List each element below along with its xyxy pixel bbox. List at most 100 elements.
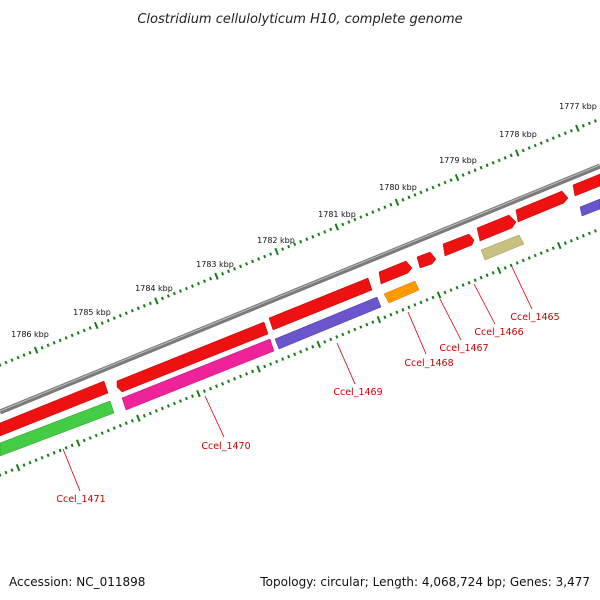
outer-tick bbox=[221, 272, 225, 276]
outer-tick bbox=[287, 244, 291, 249]
inner-tick bbox=[40, 455, 44, 460]
inner-tick bbox=[227, 379, 231, 384]
inner-tick bbox=[485, 273, 489, 278]
inner-tick bbox=[449, 288, 453, 292]
inner-tick bbox=[359, 325, 363, 329]
gene-forward-1[interactable] bbox=[572, 173, 600, 197]
inner-tick bbox=[263, 364, 267, 369]
inner-tick bbox=[166, 404, 170, 408]
gene-forward-4[interactable] bbox=[268, 277, 373, 331]
gene-ccel-1468[interactable] bbox=[383, 280, 420, 304]
gene-label-ccel-1470[interactable]: Ccel_1470 bbox=[201, 441, 250, 452]
inner-tick bbox=[136, 414, 141, 422]
outer-tick bbox=[269, 252, 273, 256]
inner-tick bbox=[515, 261, 519, 265]
inner-tick bbox=[202, 389, 206, 393]
gene-ccel-1471[interactable] bbox=[0, 400, 115, 457]
outer-tick bbox=[323, 230, 327, 234]
inner-tick bbox=[503, 266, 507, 270]
inner-tick bbox=[341, 332, 345, 337]
outer-tick bbox=[545, 138, 549, 143]
inner-tick bbox=[545, 248, 549, 253]
outer-tick bbox=[245, 262, 249, 266]
gene-label-ccel-1467[interactable]: Ccel_1467 bbox=[439, 343, 488, 354]
outer-tick bbox=[118, 313, 122, 318]
inner-tick bbox=[245, 372, 249, 376]
inner-tick bbox=[118, 423, 122, 428]
inner-tick bbox=[436, 291, 442, 299]
inner-tick bbox=[112, 426, 116, 430]
leader-line-ccel-1468 bbox=[407, 311, 427, 355]
kbp-label-1780: 1780 kbp bbox=[379, 183, 417, 192]
leader-line-ccel-1471 bbox=[62, 448, 81, 492]
gene-label-ccel-1468[interactable]: Ccel_1468 bbox=[404, 358, 453, 369]
inner-tick bbox=[371, 320, 375, 324]
outer-tick bbox=[239, 264, 243, 269]
inner-tick bbox=[34, 458, 38, 462]
outer-tick bbox=[251, 259, 255, 264]
outer-tick bbox=[227, 269, 231, 274]
kbp-label-group: 1777 kbp 1778 kbp 1779 kbp 1780 kbp 1781… bbox=[11, 102, 597, 339]
map-title: Clostridium cellulolyticum H10, complete… bbox=[137, 12, 462, 27]
topology-text: Topology: circular; Length: 4,068,724 bp… bbox=[259, 575, 590, 589]
inner-tick bbox=[269, 362, 273, 366]
gene-forward-3[interactable] bbox=[378, 260, 413, 285]
outer-tick bbox=[214, 272, 219, 280]
inner-tick bbox=[172, 401, 176, 406]
outer-tick bbox=[16, 355, 20, 360]
inner-tick bbox=[233, 377, 237, 381]
gene-ccel-1469[interactable] bbox=[274, 296, 382, 350]
gene-label-ccel-1471[interactable]: Ccel_1471 bbox=[56, 494, 105, 505]
leader-line-ccel-1467 bbox=[439, 298, 462, 341]
outer-tick bbox=[40, 345, 44, 350]
leader-line-ccel-1466 bbox=[473, 283, 496, 325]
outer-tick bbox=[413, 193, 417, 197]
gene-forward-2[interactable] bbox=[515, 190, 569, 223]
gene-forward-5[interactable] bbox=[116, 321, 269, 393]
label-lines bbox=[62, 266, 533, 492]
gene-forward-ccel-1466[interactable] bbox=[476, 214, 517, 242]
outer-tick bbox=[569, 129, 573, 133]
gene-forward-ccel-1467[interactable] bbox=[442, 233, 475, 257]
gene-forward-small[interactable] bbox=[416, 251, 437, 269]
gene-reverse-1[interactable] bbox=[579, 198, 600, 217]
gene-label-ccel-1465[interactable]: Ccel_1465 bbox=[510, 312, 559, 323]
inner-tick bbox=[221, 382, 225, 386]
inner-tick bbox=[154, 409, 158, 413]
kbp-label-1779: 1779 kbp bbox=[439, 156, 477, 165]
outer-tick bbox=[233, 267, 237, 271]
inner-tick bbox=[509, 263, 513, 268]
outer-tick bbox=[82, 328, 86, 333]
outer-tick bbox=[76, 331, 80, 335]
outer-tick bbox=[443, 180, 447, 185]
inner-tick bbox=[124, 421, 128, 425]
outer-tick bbox=[106, 318, 110, 323]
inner-tick bbox=[281, 357, 285, 361]
inner-tick bbox=[70, 443, 74, 448]
outer-tick bbox=[533, 143, 537, 148]
gene-label-ccel-1469[interactable]: Ccel_1469 bbox=[333, 387, 382, 398]
inner-tick bbox=[64, 446, 68, 450]
inner-tick bbox=[130, 418, 134, 423]
gene-label-ccel-1466[interactable]: Ccel_1466 bbox=[474, 327, 523, 338]
outer-tick bbox=[46, 343, 50, 348]
inner-tick bbox=[376, 316, 382, 324]
inner-tick bbox=[275, 359, 279, 364]
outer-tick bbox=[28, 350, 32, 355]
inner-tick bbox=[10, 468, 14, 472]
outer-tick bbox=[263, 254, 267, 259]
outer-tick bbox=[293, 242, 297, 246]
outer-tick bbox=[0, 363, 2, 367]
inner-tick bbox=[293, 352, 297, 356]
gene-forward-6[interactable] bbox=[0, 380, 109, 437]
outer-tick bbox=[33, 346, 39, 354]
outer-tick bbox=[425, 188, 429, 192]
gene-ccel-1470[interactable] bbox=[121, 338, 275, 411]
genome-backbone bbox=[0, 163, 600, 415]
outer-tick bbox=[539, 141, 543, 145]
kbp-label-1786: 1786 kbp bbox=[11, 330, 49, 339]
inner-tick bbox=[533, 253, 537, 258]
inner-tick bbox=[106, 428, 110, 433]
accession-text: Accession: NC_011898 bbox=[9, 575, 145, 589]
gene-ccel-1465[interactable] bbox=[480, 234, 525, 261]
